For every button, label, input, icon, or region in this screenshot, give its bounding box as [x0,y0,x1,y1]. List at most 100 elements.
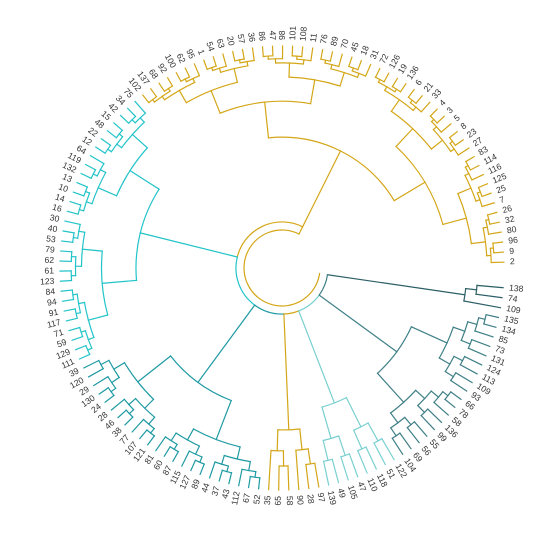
leaf-labels: 2996803226725125116114832723853433216136… [40,25,524,506]
branch-segment [197,304,256,384]
branch-segment [449,391,462,401]
branch-segment [320,49,324,60]
branch-segment [309,79,316,105]
leaf-label: 91 [48,307,60,319]
branch-segment [467,347,487,357]
branch-segment [75,311,82,315]
branch-segment [87,367,105,378]
branch-segment [340,456,349,481]
branch-segment [139,117,146,124]
leaf-label: 25 [495,183,508,196]
branch-segment [218,67,222,74]
leaf-label: 32 [504,213,516,225]
branch-segment [483,323,497,329]
branch-segment [457,187,472,195]
leaf-label: 90 [295,495,306,506]
branch-segment [62,230,75,234]
branch-segment [247,475,251,489]
branch-segment [406,426,420,444]
leaf-label: 85 [497,333,509,346]
branch-segment [63,308,76,312]
branch-segment [391,437,404,456]
branch-segment [310,47,314,62]
branch-segment [338,53,343,68]
branch-segment [66,210,79,215]
branch-segment [80,329,87,333]
branch-segment [81,248,103,252]
branch-segment [322,460,330,486]
branch-segment [134,100,147,115]
branch-segment [139,232,239,258]
leaf-label: 79 [45,244,56,255]
branch-segment [248,460,251,472]
branch-segment [365,446,378,470]
branch-segment [251,47,255,62]
branch-segment [77,301,86,305]
branch-segment [173,443,178,451]
branch-segment [471,173,485,181]
branch-arc [236,221,304,258]
leaf-label: 139 [326,490,339,506]
branch-segment [430,390,440,398]
leaf-label: 37 [209,485,221,497]
branch-segment [129,169,160,191]
branch-segment [110,387,117,393]
branch-segment [158,82,166,93]
branch-segment [481,192,492,198]
leaf-label: 110 [365,476,380,493]
branch-segment [412,106,417,112]
leaf-label: 63 [215,37,227,49]
branch-segment [416,404,426,414]
branch-segment [85,201,93,205]
branch-segment [477,317,486,321]
branch-segment [345,396,362,428]
leaf-label: 108 [297,26,308,41]
branch-segment [236,446,241,460]
leaf-label: 40 [47,223,58,234]
branch-segment [356,72,360,79]
branch-segment [80,172,92,180]
branch-segment [267,449,272,491]
branch-segment [454,138,465,147]
leaf-label: 96 [508,235,519,246]
branch-segment [222,53,228,67]
branch-segment [147,416,156,425]
branch-segment [76,181,89,188]
branch-segment [352,429,363,450]
branch-segment [399,82,407,93]
branch-segment [84,163,97,171]
leaf-label: 73 [494,343,507,356]
leaf-label: 59 [55,337,68,350]
branch-segment [486,211,498,216]
branch-segment [464,172,470,177]
branch-segment [469,164,480,171]
branch-segment [453,355,464,362]
branch-segment [149,88,158,98]
branch-segment [241,48,245,60]
branch-segment [475,198,481,202]
leaf-label: 49 [336,487,348,499]
branch-segment [110,398,126,411]
branch-segment [381,437,395,461]
leaf-label: 26 [501,203,513,215]
branch-segment [180,450,191,467]
root-stem [298,225,304,235]
branch-segment [60,250,73,253]
branch-segment [131,418,145,433]
branch-segment [68,326,81,332]
leaf-label: 14 [54,192,66,204]
branch-segment [261,46,264,58]
branch-segment [72,293,78,296]
leaf-label: 3 [445,105,455,116]
branch-segment [233,67,239,84]
leaf-label: 5 [452,112,462,123]
branch-segment [438,357,451,365]
branch-segment [203,59,208,71]
leaf-label: 123 [40,276,55,287]
leaf-label: 71 [53,327,65,339]
branch-segment [87,347,93,351]
leaf-label: 67 [241,492,252,503]
branch-segment [357,59,363,71]
branch-segment [82,359,100,369]
branch-segment [131,118,137,124]
